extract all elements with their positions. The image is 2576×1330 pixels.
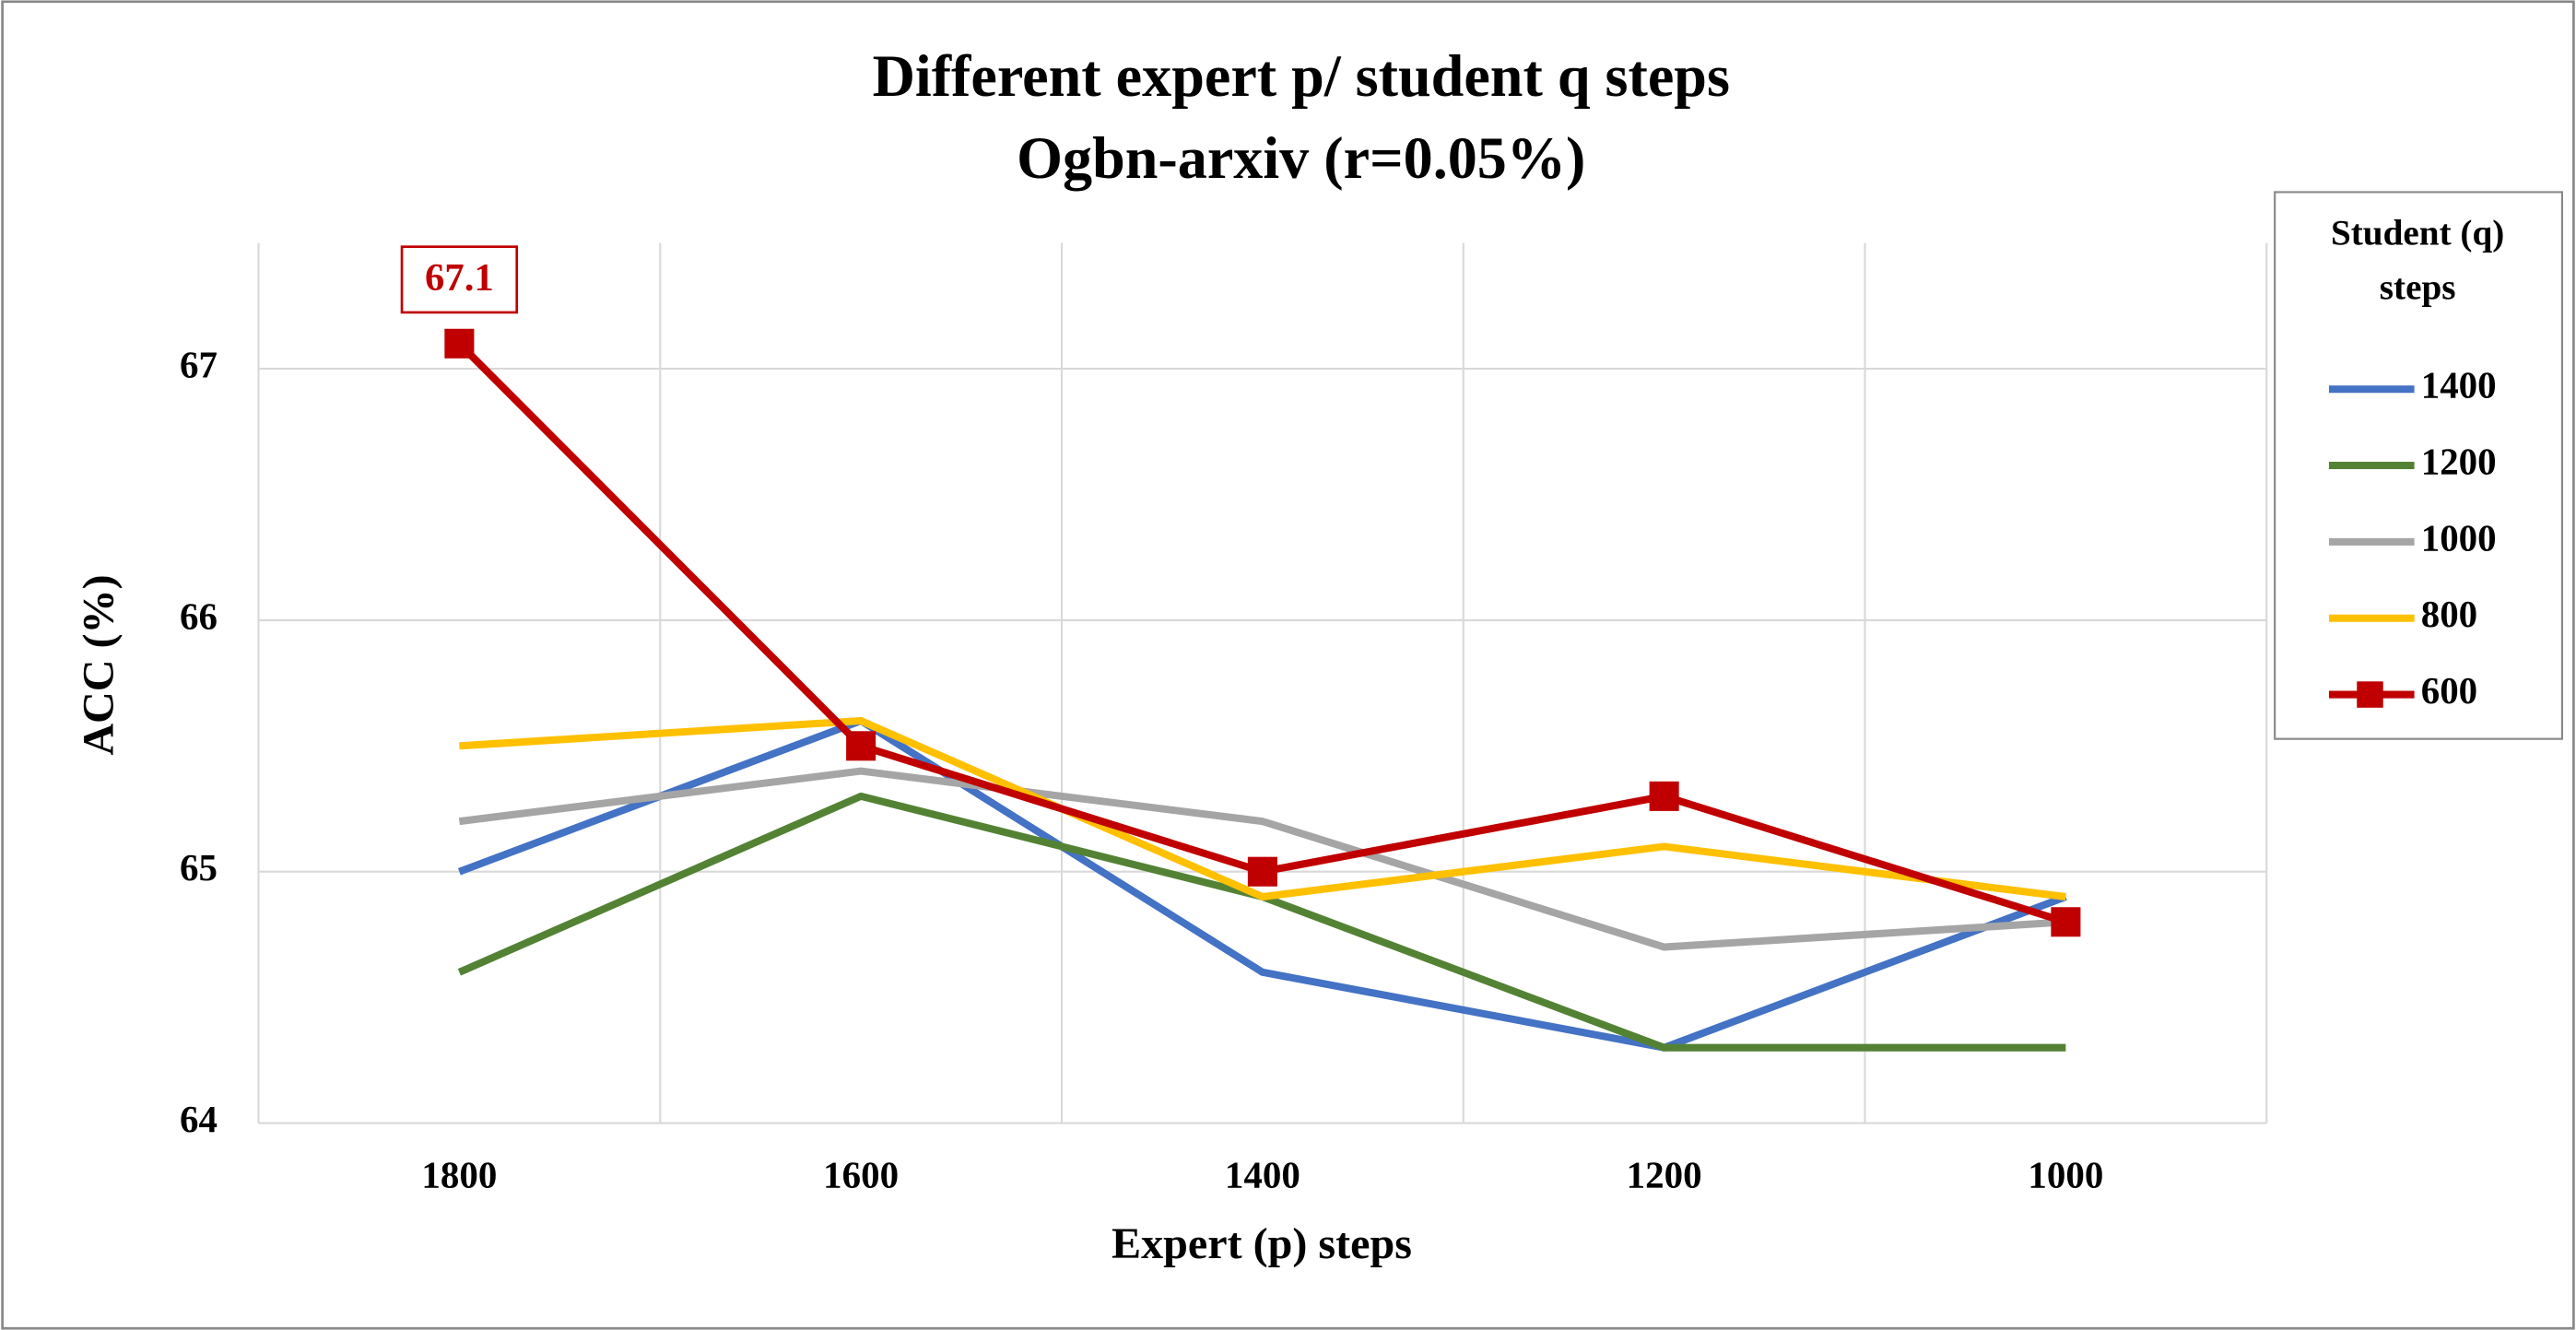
x-tick-label: 1800 — [421, 1154, 497, 1196]
legend-label: 600 — [2421, 669, 2477, 712]
y-tick-label: 65 — [180, 846, 218, 889]
legend-box — [2274, 191, 2563, 740]
legend-label: 800 — [2421, 593, 2477, 635]
y-axis-title: ACC (%) — [74, 574, 123, 755]
chart-subtitle: Ogbn-arxiv (r=0.05%) — [1017, 125, 1585, 191]
y-tick-label: 64 — [180, 1098, 218, 1140]
x-tick-label: 1200 — [1627, 1154, 1702, 1196]
point-marker — [1649, 781, 1679, 811]
series-line — [458, 767, 2066, 951]
point-marker — [444, 328, 475, 359]
point-marker — [2051, 907, 2081, 937]
y-tick-label: 66 — [180, 594, 218, 637]
series-line — [457, 717, 2067, 1052]
chart-title: Different expert p/ student q steps — [873, 43, 1730, 109]
legend-label: 1000 — [2421, 516, 2497, 559]
data-label: 67.1 — [425, 256, 494, 300]
x-tick-label: 1600 — [823, 1154, 899, 1196]
legend-marker — [2357, 681, 2383, 708]
legend-label: 1200 — [2421, 440, 2497, 482]
series-line — [459, 717, 2066, 901]
x-axis-title: Expert (p) steps — [1112, 1219, 1412, 1268]
legend-title: steps — [2380, 267, 2456, 307]
x-tick-label: 1400 — [1225, 1154, 1300, 1196]
point-marker — [846, 731, 876, 761]
legend-label: 1400 — [2421, 364, 2497, 406]
point-marker — [1247, 856, 1277, 887]
data-label-box — [400, 245, 519, 314]
legend-title: Student (q) — [2331, 214, 2504, 253]
y-tick-label: 67 — [180, 343, 218, 385]
x-tick-label: 1000 — [2028, 1154, 2103, 1196]
